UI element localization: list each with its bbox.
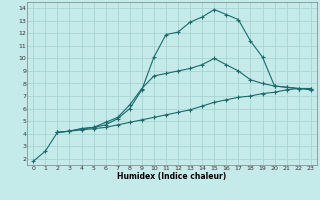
X-axis label: Humidex (Indice chaleur): Humidex (Indice chaleur) [117, 172, 227, 181]
